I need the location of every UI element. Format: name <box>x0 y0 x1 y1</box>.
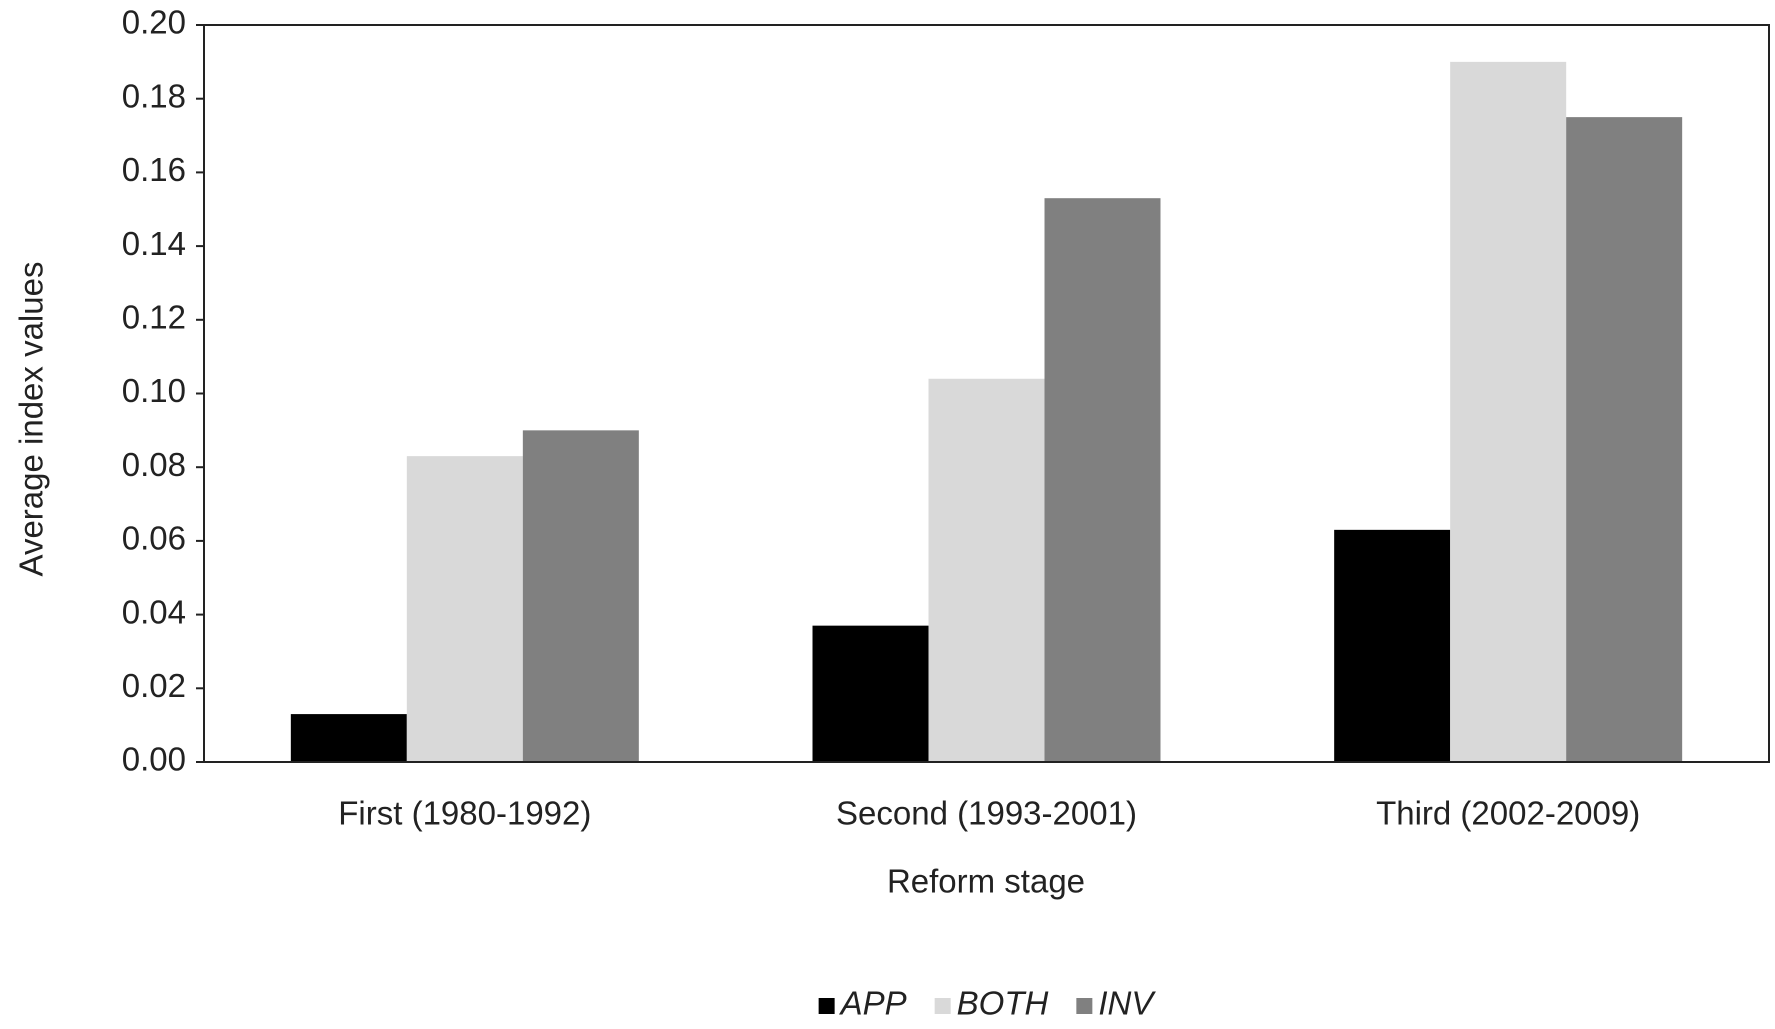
bar <box>522 430 639 762</box>
legend-label: BOTH <box>957 985 1049 1022</box>
bar <box>928 378 1045 762</box>
bar <box>1334 529 1451 762</box>
legend-swatch <box>934 998 951 1014</box>
legend-swatch <box>818 998 835 1014</box>
legend-label: INV <box>1098 985 1156 1022</box>
x-tick-label: Third (2002-2009) <box>1376 795 1640 832</box>
y-tick-label: 0.12 <box>122 299 186 336</box>
y-tick-label: 0.10 <box>122 372 186 409</box>
y-tick-label: 0.14 <box>122 225 186 262</box>
y-tick-label: 0.04 <box>122 593 186 630</box>
y-tick-label: 0.08 <box>122 446 186 483</box>
bar <box>1566 117 1683 762</box>
bar <box>1450 61 1567 763</box>
y-tick-label: 0.16 <box>122 151 186 188</box>
y-axis-title: Average index values <box>13 262 50 577</box>
x-tick-label: Second (1993-2001) <box>836 795 1137 832</box>
bar <box>406 456 523 762</box>
legend-label: APP <box>839 985 907 1022</box>
bar <box>290 714 407 762</box>
y-tick-label: 0.20 <box>122 4 186 41</box>
y-tick-label: 0.06 <box>122 520 186 557</box>
bar <box>812 625 929 762</box>
bar <box>1044 198 1161 762</box>
y-tick-label: 0.02 <box>122 667 186 704</box>
x-tick-label: First (1980-1992) <box>338 795 591 832</box>
plot-frame <box>203 24 1770 763</box>
y-tick-label: 0.18 <box>122 77 186 114</box>
x-axis-title: Reform stage <box>887 863 1085 900</box>
y-tick-label: 0.00 <box>122 741 186 778</box>
legend-swatch <box>1076 998 1093 1014</box>
